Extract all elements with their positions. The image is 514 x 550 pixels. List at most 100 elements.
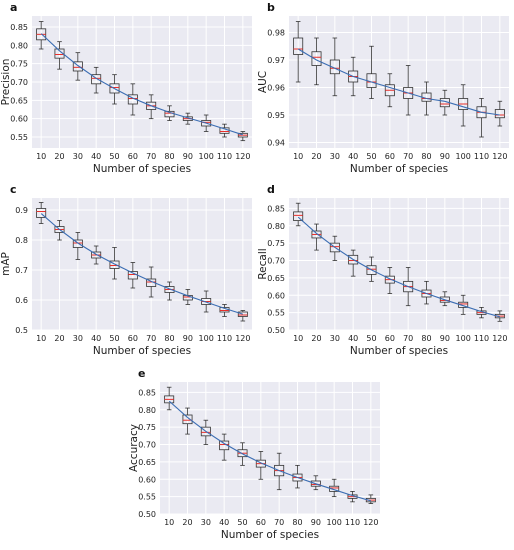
y-tick-label: 0.70	[10, 78, 28, 87]
box-100	[201, 114, 212, 132]
box-20	[311, 37, 322, 86]
y-tick-label: 0.85	[138, 388, 156, 397]
y-axis-label: mAP	[0, 252, 12, 276]
x-tick-label: 100	[199, 152, 214, 161]
x-tick-label: 70	[403, 152, 413, 161]
box-body	[109, 83, 120, 94]
box-body	[311, 230, 322, 239]
x-tick-label: 70	[403, 334, 413, 343]
box-10	[293, 21, 304, 83]
box-20	[54, 41, 65, 70]
x-tick-label: 30	[201, 518, 211, 527]
trend-line	[40, 33, 243, 136]
box-30	[329, 235, 340, 261]
y-tick-label: 0.75	[138, 423, 156, 432]
y-tick-label: 0.8	[15, 236, 28, 245]
y-tick-label: 0.95	[267, 111, 285, 120]
y-tick-label: 0.85	[267, 204, 285, 213]
x-tick-label: 80	[421, 334, 431, 343]
x-tick-label: 80	[164, 152, 174, 161]
y-tick-label: 0.65	[267, 274, 285, 283]
x-axis-label: Number of species	[93, 163, 191, 175]
box-body	[182, 414, 193, 425]
panel-letter: e	[138, 367, 145, 380]
y-axis-label: Recall	[257, 248, 269, 279]
x-tick-label: 80	[421, 152, 431, 161]
box-100	[458, 294, 469, 315]
y-tick-label: 0.75	[267, 239, 285, 248]
x-tick-label: 10	[36, 152, 46, 161]
x-tick-label: 40	[219, 518, 229, 527]
panel-a: a 0.55 0.60 0.65 0.70 0.75 0.80 0.85 10 20 30 40 50 6…	[0, 0, 257, 182]
box-body	[72, 239, 83, 248]
y-tick-label: 0.5	[15, 326, 28, 335]
x-tick-label: 30	[330, 334, 340, 343]
box-90	[310, 475, 321, 491]
x-tick-label: 10	[293, 334, 303, 343]
x-tick-label: 90	[440, 152, 450, 161]
box-body	[72, 61, 83, 72]
y-tick-label: 0.7	[15, 266, 28, 275]
box-body	[201, 120, 212, 127]
y-tick-label: 0.94	[267, 139, 285, 148]
box-90	[439, 89, 450, 116]
x-tick-label: 40	[91, 334, 101, 343]
y-tick-label: 0.55	[138, 493, 156, 502]
x-tick-label: 30	[73, 334, 83, 343]
x-tick-label: 20	[311, 334, 321, 343]
box-70	[274, 452, 285, 491]
x-tick-label: 60	[256, 518, 266, 527]
x-tick-label: 20	[54, 334, 64, 343]
x-tick-label: 90	[440, 334, 450, 343]
x-tick-label: 70	[146, 334, 156, 343]
x-tick-label: 100	[456, 152, 471, 161]
box-50	[237, 442, 248, 466]
x-tick-label: 20	[182, 518, 192, 527]
x-tick-label: 50	[237, 518, 247, 527]
y-tick-label: 0.96	[267, 84, 285, 93]
x-tick-label: 100	[199, 334, 214, 343]
chart-e: e 0.50 0.55 0.60 0.65 0.70 0.75 0.80 0.85 10 20 30 4…	[128, 367, 380, 541]
x-tick-label: 80	[292, 518, 302, 527]
box-70	[146, 266, 157, 298]
x-tick-label: 50	[109, 152, 119, 161]
panel-d: d 0.50 0.55 0.60 0.65 0.70 0.75 0.80 0.85 10 20 30 4…	[257, 182, 514, 364]
box-body	[439, 296, 450, 303]
x-tick-label: 120	[235, 334, 250, 343]
panel-letter: c	[10, 183, 17, 196]
y-tick-label: 0.70	[267, 257, 285, 266]
box-120	[494, 100, 505, 127]
box-20	[311, 223, 322, 251]
y-tick-label: 0.60	[267, 291, 285, 300]
x-tick-label: 60	[385, 334, 395, 343]
x-tick-label: 90	[183, 152, 193, 161]
x-axis-label: Number of species	[221, 529, 319, 541]
panel-e: e 0.50 0.55 0.60 0.65 0.70 0.75 0.80 0.85 10 20 30 4…	[128, 366, 385, 548]
box-body	[348, 254, 359, 265]
x-axis-label: Number of species	[350, 345, 448, 357]
x-tick-label: 60	[385, 152, 395, 161]
y-tick-label: 0.6	[15, 296, 28, 305]
box-body	[36, 208, 47, 218]
x-tick-label: 40	[348, 152, 358, 161]
box-40	[348, 249, 359, 277]
box-100	[458, 84, 469, 127]
x-tick-label: 90	[311, 518, 321, 527]
box-body	[293, 211, 304, 221]
panel-letter: a	[10, 1, 17, 14]
y-tick-label: 0.65	[138, 458, 156, 467]
y-tick-label: 0.60	[138, 475, 156, 484]
x-axis-label: Number of species	[93, 345, 191, 357]
box-10	[36, 202, 47, 224]
box-30	[200, 419, 211, 445]
box-40	[219, 433, 230, 461]
y-tick-label: 0.60	[10, 115, 28, 124]
box-body	[494, 109, 505, 119]
y-tick-label: 0.50	[138, 510, 156, 519]
x-tick-label: 30	[73, 152, 83, 161]
panel-c: c 0.5 0.6 0.7 0.8 0.9 10 20 30 40 50 60 70 80 90 100 110…	[0, 182, 257, 364]
x-tick-label: 110	[217, 152, 232, 161]
y-tick-label: 0.55	[10, 133, 28, 142]
x-tick-label: 110	[474, 334, 489, 343]
x-tick-label: 120	[492, 152, 507, 161]
